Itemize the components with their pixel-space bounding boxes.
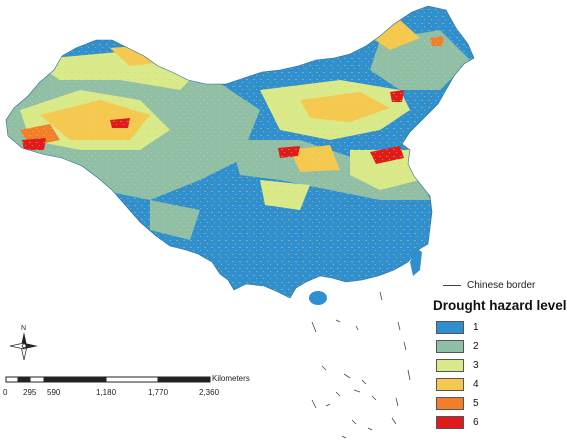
legend-item: 4	[433, 375, 565, 394]
legend-item: 2	[433, 337, 565, 356]
scale-tick-2360: 2,360	[199, 388, 220, 397]
legend-item: 6	[433, 413, 565, 432]
legend-label: 4	[473, 379, 479, 390]
north-label: N	[21, 325, 26, 332]
legend-swatch	[436, 321, 464, 334]
legend-swatch	[436, 359, 464, 372]
scale-tick-1770: 1,770	[148, 388, 169, 397]
legend-item: 5	[433, 394, 565, 413]
taiwan-island	[410, 248, 422, 276]
legend-label: 1	[473, 322, 479, 333]
legend-swatch	[436, 340, 464, 353]
scale-tick-295: 295	[23, 388, 37, 397]
legend-swatch	[436, 397, 464, 410]
scale-tick-1180: 1,180	[96, 388, 117, 397]
scale-tick-0: 0	[3, 388, 8, 397]
legend-label: 3	[473, 360, 479, 371]
legend-label: 5	[473, 398, 479, 409]
legend-item: 3	[433, 356, 565, 375]
scale-tick-590: 590	[47, 388, 61, 397]
border-legend-label: Chinese border	[467, 280, 536, 291]
north-arrow-icon: N	[9, 325, 38, 361]
border-legend: Chinese border	[443, 280, 535, 291]
legend-item: 1	[433, 318, 565, 337]
legend-label: 6	[473, 417, 479, 428]
scale-bar	[5, 376, 211, 383]
hazard-legend: Drought hazard level 1 2 3 4 5 6	[433, 298, 567, 432]
legend-swatch	[436, 416, 464, 429]
hainan-island	[309, 291, 327, 305]
legend-title: Drought hazard level	[433, 298, 567, 313]
legend-label: 2	[473, 341, 479, 352]
border-line-symbol	[443, 285, 461, 286]
scale-unit: Kilometers	[212, 374, 250, 383]
south-china-sea-islands	[311, 291, 411, 439]
legend-swatch	[436, 378, 464, 391]
